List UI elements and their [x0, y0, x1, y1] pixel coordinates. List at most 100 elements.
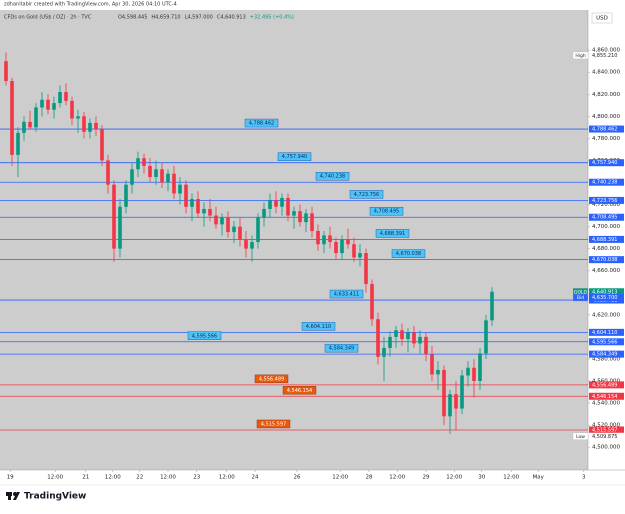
candle-body: [58, 92, 62, 104]
x-tick-label: 12:00: [389, 475, 405, 481]
price-tag-name: Bid: [577, 295, 584, 301]
candle-body: [316, 231, 320, 245]
x-tick-label: 22: [136, 475, 143, 481]
level-label: 4,708.495: [374, 209, 399, 215]
candle-body: [52, 103, 56, 110]
x-tick-label: 23: [193, 475, 200, 481]
level-tag: [589, 196, 624, 204]
level-tag: [589, 350, 624, 358]
candle-body: [130, 169, 134, 185]
candle-body: [76, 116, 80, 119]
candle-body: [4, 61, 8, 82]
candle-body: [412, 332, 416, 344]
price-tag-label: 4,855.210: [592, 53, 617, 59]
x-tick-label: 12:00: [219, 475, 235, 481]
candle-body: [466, 367, 470, 376]
legend-value: +32.495 (+0.4%): [250, 15, 294, 21]
candle-body: [292, 211, 296, 216]
level-box: [391, 249, 426, 258]
candle-body: [82, 116, 86, 132]
brand: TradingView: [24, 492, 86, 502]
level-label: 4,740.238: [320, 174, 345, 180]
candle-body: [34, 107, 38, 128]
x-tick-label: 19: [7, 475, 14, 481]
x-tick-label: 12:00: [47, 475, 63, 481]
x-tick-label: 26: [294, 475, 301, 481]
level-tag-label: 4,708.495: [592, 215, 617, 221]
level-tag: [589, 125, 624, 133]
y-tick-label: 4,580.000: [592, 356, 620, 362]
candle-body: [454, 394, 458, 409]
candle-body: [280, 197, 284, 207]
y-tick-label: 4,620.000: [592, 312, 620, 318]
price-tag: [589, 51, 624, 59]
candle-body: [112, 184, 116, 249]
candle-body: [394, 330, 398, 337]
price-tag-label: 4,640.913: [592, 289, 617, 295]
candle-body: [340, 239, 344, 254]
x-tick-label: 28: [366, 475, 373, 481]
candle-body: [364, 253, 368, 284]
plot-background: [0, 10, 588, 470]
candle-body: [232, 226, 236, 233]
x-tick-label: 12:00: [503, 475, 519, 481]
candle-body: [202, 208, 206, 214]
candle-body: [418, 336, 422, 344]
candle-body: [484, 320, 488, 354]
candle-body: [262, 208, 266, 218]
level-label: 4,595.566: [192, 333, 217, 339]
y-tick-label: 4,680.000: [592, 246, 620, 252]
price-tag-name: High: [575, 53, 585, 59]
candle-body: [400, 330, 404, 340]
level-tag-label: 4,546.154: [592, 394, 617, 400]
price-tag: [589, 432, 624, 440]
y-tick-label: 4,800.000: [592, 114, 620, 120]
x-tick-label: 21: [82, 475, 89, 481]
logo: [6, 492, 20, 500]
candle-body: [388, 336, 392, 348]
level-label: 4,788.462: [249, 121, 274, 127]
candle-body: [424, 336, 428, 355]
level-tag-label: 4,584.349: [592, 352, 617, 358]
candle-body: [22, 121, 26, 133]
candle-body: [178, 184, 182, 194]
level-label: 4,556.489: [259, 376, 284, 382]
level-box: [282, 386, 317, 395]
candle-body: [106, 160, 110, 185]
candle-body: [40, 99, 44, 108]
y-tick-label: 4,820.000: [592, 92, 620, 98]
candle-body: [274, 200, 278, 207]
level-box: [254, 374, 289, 384]
candle-body: [154, 169, 158, 177]
level-tag: [589, 235, 624, 243]
y-tick-label: 4,780.000: [592, 136, 620, 142]
candle-body: [460, 375, 464, 409]
candle-body: [148, 165, 152, 177]
candle-body: [166, 173, 170, 183]
candle-body: [352, 244, 356, 258]
price-tag-label: 4,509.875: [592, 434, 617, 440]
level-tag-label: 4,740.238: [592, 180, 617, 186]
y-tick-label: 4,720.000: [592, 202, 620, 208]
x-tick-label: 24: [252, 475, 259, 481]
level-tag-label: 4,688.391: [592, 237, 617, 243]
candle-body: [268, 200, 272, 209]
legend-value: C4,640.913: [217, 15, 246, 21]
level-label: 4,670.038: [396, 251, 421, 257]
price-tag-name: GOLD: [574, 289, 588, 295]
level-tag: [589, 178, 624, 186]
candle-body: [430, 354, 434, 375]
candle-body: [94, 122, 98, 130]
level-label: 4,515.597: [261, 421, 286, 427]
candle-body: [220, 217, 224, 225]
candle-body: [28, 121, 32, 128]
level-tag-label: 4,515.597: [592, 427, 617, 433]
y-tick-label: 4,860.000: [592, 48, 620, 54]
chart-title: CFDs on Gold (US$ / OZ) · 2h · TVC: [4, 15, 92, 21]
x-tick-label: 12:00: [446, 475, 462, 481]
candle-body: [370, 283, 374, 320]
price-tag: [589, 288, 624, 296]
candle-body: [382, 347, 386, 357]
level-tag-label: 4,595.566: [592, 339, 617, 345]
